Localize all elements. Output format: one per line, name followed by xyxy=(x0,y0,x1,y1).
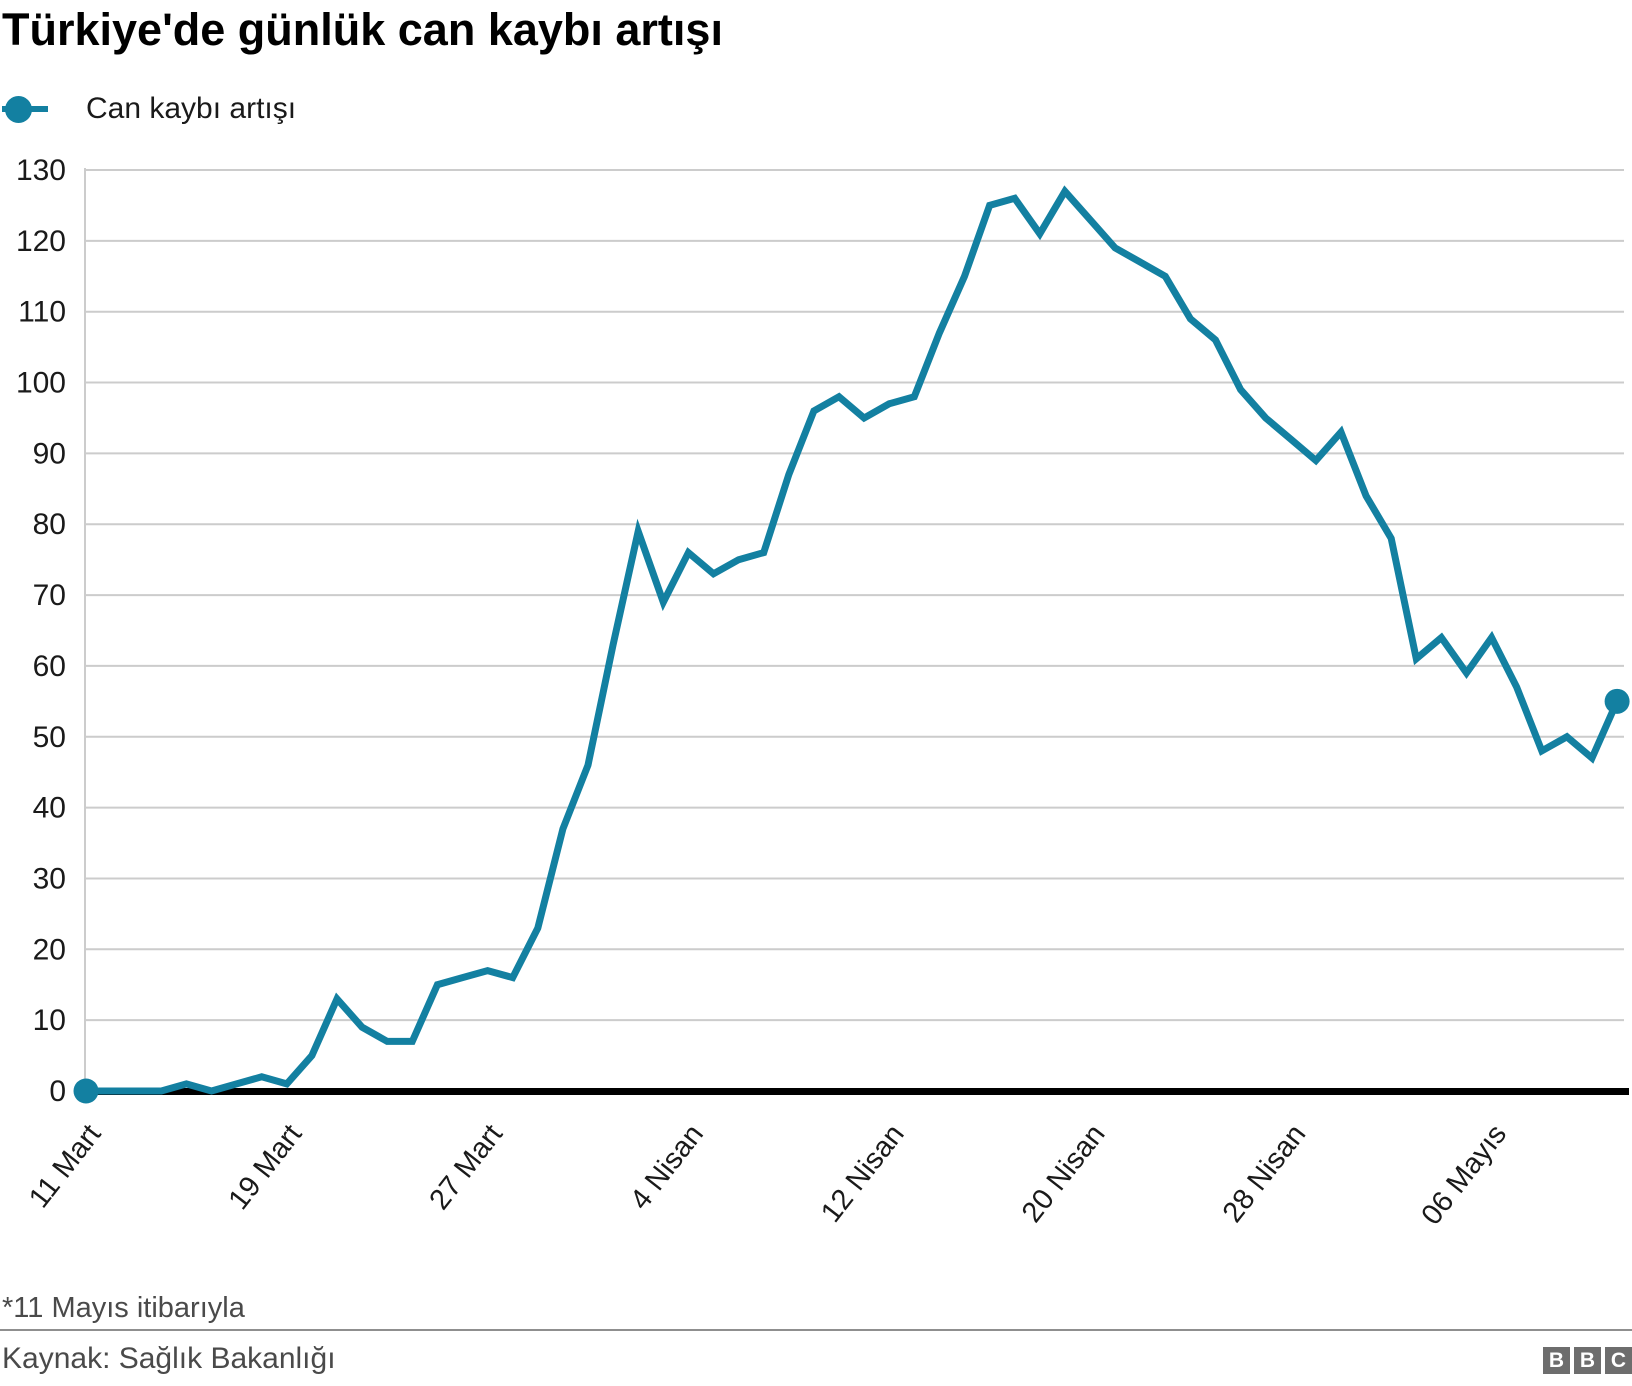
svg-text:4 Nisan: 4 Nisan xyxy=(624,1119,710,1216)
svg-text:28 Nisan: 28 Nisan xyxy=(1217,1119,1313,1229)
footer-divider xyxy=(0,1329,1632,1331)
svg-text:80: 80 xyxy=(33,508,66,541)
svg-text:11 Mart: 11 Mart xyxy=(23,1119,107,1214)
svg-text:100: 100 xyxy=(16,367,66,400)
svg-text:130: 130 xyxy=(16,154,66,187)
svg-text:50: 50 xyxy=(33,721,66,754)
svg-text:20 Nisan: 20 Nisan xyxy=(1016,1119,1112,1229)
page-title: Türkiye'de günlük can kaybı artışı xyxy=(2,4,723,55)
legend-label: Can kaybı artışı xyxy=(86,92,297,125)
svg-text:120: 120 xyxy=(16,225,66,258)
series-line xyxy=(86,185,1621,1095)
svg-text:0: 0 xyxy=(49,1075,66,1108)
svg-text:10: 10 xyxy=(33,1004,66,1037)
svg-text:30: 30 xyxy=(33,862,66,895)
y-axis-labels: 0 10 20 30 40 50 60 70 80 90 100 110 120 130 xyxy=(16,154,66,1108)
legend-dot-icon xyxy=(5,96,32,123)
svg-text:40: 40 xyxy=(33,792,66,825)
chart-svg: 0 10 20 30 40 50 60 70 80 90 100 110 120 130 11 Mart 19… xyxy=(16,154,1630,1231)
bbc-logo-block: C xyxy=(1605,1347,1632,1374)
y-gridlines xyxy=(85,169,1624,1022)
chart-footnote: *11 Mayıs itibarıyla xyxy=(2,1292,245,1324)
bbc-logo-block: B xyxy=(1574,1347,1601,1374)
legend: Can kaybı artışı xyxy=(2,92,296,126)
legend-marker-icon xyxy=(2,94,48,124)
x-axis-line xyxy=(85,1088,1629,1095)
bbc-logo-block: B xyxy=(1543,1347,1570,1374)
svg-text:70: 70 xyxy=(33,579,66,612)
svg-text:60: 60 xyxy=(33,650,66,683)
endpoint-marker-start xyxy=(73,1078,99,1104)
svg-text:12 Nisan: 12 Nisan xyxy=(815,1119,911,1229)
bbc-logo: B B C xyxy=(1543,1347,1632,1374)
svg-text:06 Mayıs: 06 Mayıs xyxy=(1415,1119,1513,1231)
x-axis-labels: 11 Mart 19 Mart 27 Mart 4 Nisan 12 Nisan 20 N… xyxy=(23,1119,1513,1231)
svg-text:90: 90 xyxy=(33,437,66,470)
endpoint-marker-end xyxy=(1604,688,1630,714)
source-credit: Kaynak: Sağlık Bakanlığı xyxy=(2,1342,336,1375)
svg-text:110: 110 xyxy=(18,296,66,329)
svg-text:20: 20 xyxy=(33,933,66,966)
svg-text:27 Mart: 27 Mart xyxy=(423,1119,509,1216)
svg-text:19 Mart: 19 Mart xyxy=(223,1119,309,1216)
